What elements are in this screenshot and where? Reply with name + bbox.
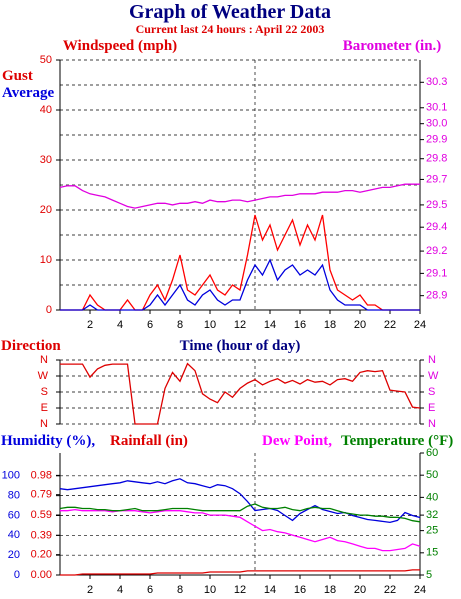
y-tick-label: 20 [40, 204, 52, 216]
x-tick-label: 20 [354, 584, 366, 596]
legend-entry: Dew Point, [262, 433, 332, 449]
x-tick-label: 10 [204, 319, 216, 331]
y2-tick-label: W [428, 370, 439, 382]
y2-tick-label: 29.1 [426, 267, 447, 279]
y-tick-label: S [41, 386, 48, 398]
y3-tick-label: 0.59 [31, 509, 52, 521]
y3-tick-label: 0.79 [31, 489, 52, 501]
x-tick-label: 6 [147, 319, 153, 331]
x-tick-label: 22 [384, 319, 396, 331]
x-tick-label: 16 [294, 319, 306, 331]
x-tick-label: 6 [147, 584, 153, 596]
x-tick-label: 4 [117, 584, 123, 596]
y-tick-label: N [40, 354, 48, 366]
y-tick-label: N [40, 418, 48, 430]
y-tick-label: 10 [40, 254, 52, 266]
y2-tick-label: S [428, 386, 435, 398]
chart-subtitle: Current last 24 hours : April 22 2003 [136, 22, 325, 36]
x-tick-label: 20 [354, 319, 366, 331]
series-line [59, 183, 420, 209]
y2-tick-label: 29.4 [426, 221, 447, 233]
x-tick-label: 8 [177, 319, 183, 331]
series-line [59, 503, 421, 523]
y2-axis-label: Barometer (in.) [343, 38, 442, 54]
y2-tick-label: 29.2 [426, 245, 447, 257]
y2-tick-label: 15 [426, 547, 438, 559]
y2-tick-label: 29.9 [426, 134, 447, 146]
x-axis-label: Time (hour of day) [180, 338, 301, 354]
y2-tick-label: 5 [426, 569, 432, 581]
x-tick-label: 18 [324, 319, 336, 331]
y2-tick-label: 29.8 [426, 153, 447, 165]
y3-tick-label: 0.00 [31, 569, 52, 581]
y2-tick-label: 25 [426, 525, 438, 537]
y2-tick-label: 30.1 [426, 102, 447, 114]
chart-title: Graph of Weather Data [129, 1, 331, 23]
y-tick-label: 30 [40, 154, 52, 166]
y3-tick-label: 0.98 [31, 469, 52, 481]
y-tick-label: 40 [8, 529, 20, 541]
y-tick-label: W [38, 370, 49, 382]
y-tick-label: 0 [14, 569, 20, 581]
x-tick-label: 14 [264, 584, 276, 596]
y-tick-label: E [41, 402, 48, 414]
chart-title: Direction [1, 338, 61, 354]
series-line [60, 362, 421, 425]
y2-tick-label: N [428, 418, 436, 430]
y2-tick-label: 60 [426, 447, 438, 459]
y-tick-label: 0 [46, 304, 52, 316]
x-tick-label: 12 [234, 319, 246, 331]
y2-tick-label: 28.9 [426, 290, 447, 302]
y-axis-label: Windspeed (mph) [63, 38, 177, 54]
series-line [60, 569, 420, 576]
legend-entry: Gust [2, 68, 33, 84]
series-line [60, 214, 420, 311]
x-tick-label: 8 [177, 584, 183, 596]
y-tick-label: 50 [40, 54, 52, 66]
x-tick-label: 12 [234, 584, 246, 596]
y2-tick-label: 40 [426, 491, 438, 503]
y2-tick-label: E [428, 402, 435, 414]
x-tick-label: 24 [414, 584, 426, 596]
y2-tick-label: 32 [426, 509, 438, 521]
legend-entry: Humidity (%), [1, 433, 95, 449]
y2-tick-label: N [428, 354, 436, 366]
legend-entry: Rainfall (in) [110, 433, 188, 449]
legend-entry: Average [2, 85, 55, 101]
x-tick-label: 4 [117, 319, 123, 331]
y3-tick-label: 0.39 [31, 529, 52, 541]
series-line [60, 258, 420, 311]
y2-tick-label: 29.5 [426, 199, 447, 211]
x-tick-label: 22 [384, 584, 396, 596]
y3-tick-label: 0.20 [31, 549, 52, 561]
y2-tick-label: 30.3 [426, 76, 447, 88]
x-tick-label: 18 [324, 584, 336, 596]
y-tick-label: 60 [8, 509, 20, 521]
y2-tick-label: 30.0 [426, 118, 447, 130]
y2-tick-label: 50 [426, 469, 438, 481]
x-tick-label: 2 [87, 584, 93, 596]
y2-tick-label: 29.7 [426, 173, 447, 185]
y-tick-label: 80 [8, 490, 20, 502]
x-tick-label: 10 [204, 584, 216, 596]
y-tick-label: 40 [40, 104, 52, 116]
series-line [59, 478, 421, 524]
legend-entry: Temperature (°F) [341, 433, 453, 449]
y-tick-label: 100 [2, 470, 20, 482]
x-tick-label: 2 [87, 319, 93, 331]
x-tick-label: 16 [294, 584, 306, 596]
y-tick-label: 20 [8, 549, 20, 561]
x-tick-label: 24 [414, 319, 426, 331]
x-tick-label: 14 [264, 319, 276, 331]
